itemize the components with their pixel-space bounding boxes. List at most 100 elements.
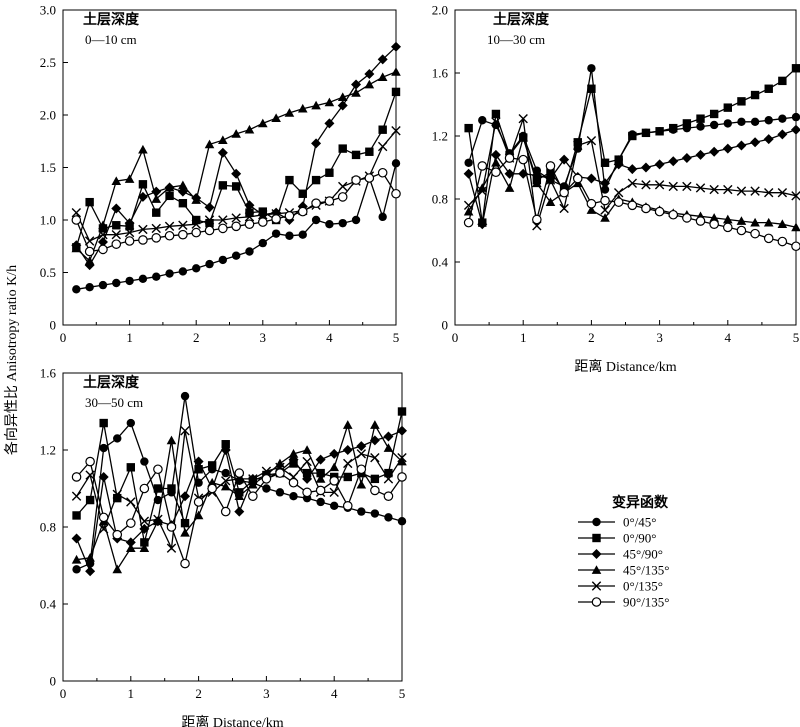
data-point (329, 462, 339, 472)
data-point (384, 513, 393, 522)
data-point (669, 123, 678, 133)
data-point (682, 213, 692, 223)
data-point (220, 481, 231, 491)
data-point (192, 264, 201, 273)
series-5 (463, 153, 800, 252)
legend-label: 45°/90° (623, 547, 663, 562)
data-point (151, 223, 161, 234)
data-point (377, 141, 388, 152)
data-point (587, 84, 596, 93)
data-point (193, 497, 204, 507)
data-point (342, 420, 353, 429)
data-point (504, 183, 515, 192)
data-point (377, 54, 388, 65)
data-point (681, 153, 692, 164)
data-point (696, 122, 705, 131)
data-point (125, 537, 136, 548)
data-point (338, 218, 347, 228)
data-point (218, 223, 228, 234)
data-point (258, 210, 268, 220)
data-point (338, 181, 348, 192)
data-point (709, 213, 719, 222)
y-tick-label: 0.8 (40, 520, 56, 535)
data-point (763, 217, 774, 227)
data-point (285, 175, 294, 185)
data-point (258, 118, 268, 128)
legend-item: 0°/90° (578, 531, 657, 546)
data-point (532, 214, 542, 225)
data-point (126, 418, 135, 428)
x-tick-label: 1 (520, 330, 527, 345)
data-point (112, 221, 121, 230)
data-point (111, 176, 122, 185)
data-point (600, 195, 610, 206)
plot-frame (454, 9, 797, 326)
y-tick-label: 2.5 (40, 55, 56, 70)
data-point (641, 128, 651, 138)
data-point (736, 186, 747, 196)
x-tick-label: 5 (393, 330, 400, 345)
data-point (325, 220, 334, 229)
data-point (166, 435, 177, 445)
data-point (357, 507, 366, 516)
data-point (737, 97, 746, 106)
data-point (329, 475, 339, 486)
data-point (736, 225, 747, 236)
data-point (641, 180, 651, 190)
data-point (85, 566, 96, 577)
data-point (126, 497, 136, 507)
data-point (165, 191, 174, 201)
data-point (205, 259, 214, 269)
data-point (231, 168, 242, 179)
data-point (545, 197, 556, 206)
legend-label: 45°/135° (623, 563, 670, 578)
data-point (151, 194, 162, 203)
data-point (99, 443, 108, 453)
data-point (365, 147, 374, 156)
legend-label: 0°/135° (623, 579, 663, 594)
data-point (351, 175, 361, 185)
data-point (723, 103, 732, 112)
data-point (668, 156, 679, 167)
data-point (275, 488, 285, 497)
data-point (97, 237, 108, 248)
data-point (640, 162, 651, 173)
data-point (84, 256, 95, 265)
data-point (85, 495, 95, 505)
legend-label: 0°/45° (623, 515, 657, 530)
data-point (330, 501, 339, 511)
x-tick-label: 4 (725, 330, 732, 345)
legend-marker (592, 517, 601, 527)
data-point (244, 200, 255, 211)
data-point (298, 189, 307, 198)
y-tick-label: 1.6 (432, 66, 449, 81)
data-point (559, 154, 570, 165)
data-point (491, 167, 501, 178)
data-point (364, 69, 375, 80)
data-point (370, 509, 380, 518)
data-point (72, 285, 81, 294)
data-point (695, 216, 706, 226)
data-point (518, 154, 528, 165)
legend-marker (592, 533, 601, 543)
data-point (289, 492, 298, 501)
legend-items: 0°/45°0°/90°45°/90°45°/135°0°/135°90°/13… (578, 515, 670, 610)
data-point (99, 418, 108, 428)
x-tick-label: 5 (793, 330, 800, 345)
data-point (641, 203, 651, 214)
data-point (138, 180, 148, 189)
data-point (288, 449, 299, 458)
data-point (750, 117, 760, 127)
data-point (377, 167, 388, 178)
data-point (778, 76, 787, 86)
data-point (587, 64, 596, 73)
data-point (112, 564, 123, 574)
panel-0-10cm: 0 1 2 3 4 5 0 0.5 1.0 1.5 2.0 2.5 3.0 土层深度 0—10 cm (40, 3, 401, 345)
legend-marker (591, 549, 602, 559)
data-point (244, 212, 255, 222)
data-point (248, 479, 258, 489)
data-point (791, 124, 800, 135)
data-point (85, 283, 94, 292)
plot-frame (62, 9, 397, 326)
data-point (166, 543, 177, 553)
